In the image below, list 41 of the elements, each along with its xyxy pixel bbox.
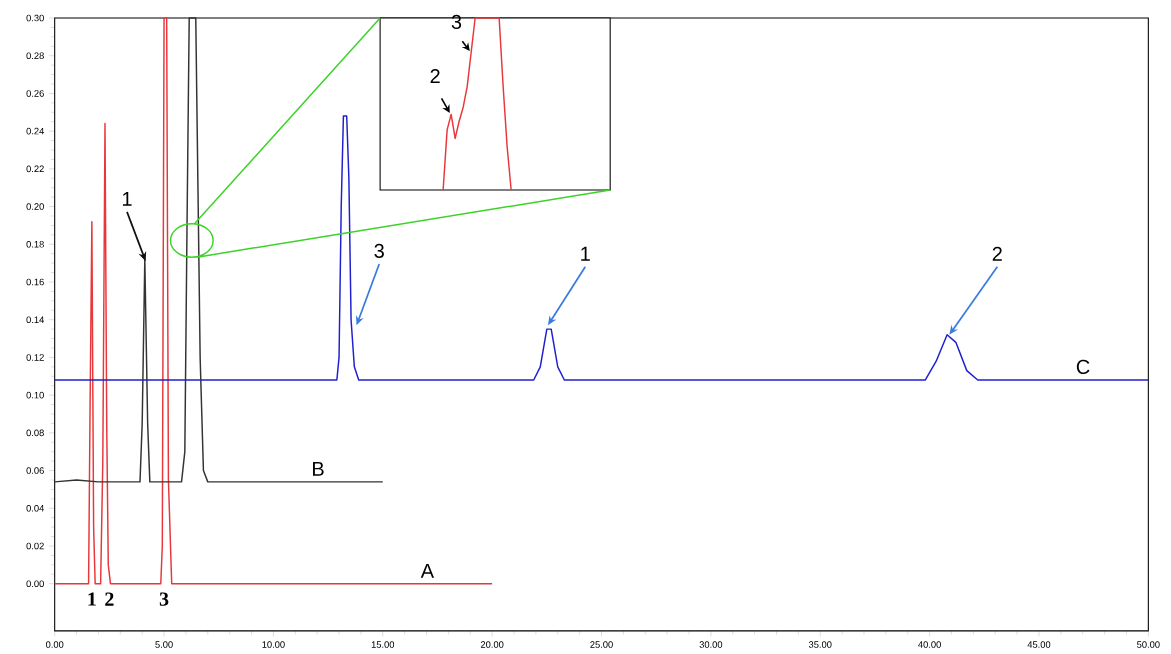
annotation: 3 xyxy=(159,592,169,607)
y-tick-label: 0.14 xyxy=(26,316,44,324)
x-tick-label: 30.00 xyxy=(699,641,723,649)
y-tick-label: 0.06 xyxy=(26,467,44,475)
y-tick-label: 0.12 xyxy=(26,354,44,361)
x-tick-label: 20.00 xyxy=(480,641,504,649)
y-tick-label: 0.00 xyxy=(26,580,44,588)
y-tick-label: 0.16 xyxy=(26,278,44,286)
y-tick-label: 0.08 xyxy=(26,429,44,437)
annotation: 2 xyxy=(105,592,114,606)
annotation: 2 xyxy=(430,69,440,84)
x-tick-label: 0.00 xyxy=(45,641,64,649)
x-tick-label: 40.00 xyxy=(918,641,941,649)
line-series xyxy=(53,115,1150,382)
annotation: 1 xyxy=(122,192,132,207)
y-tick-label: 0.18 xyxy=(26,241,44,248)
line-series xyxy=(53,17,384,483)
y-tick-label: 0.30 xyxy=(26,14,44,22)
x-tick-label: 25.00 xyxy=(590,641,613,649)
series-label: B xyxy=(313,462,324,477)
annotation: 1 xyxy=(581,247,590,261)
y-tick-label: 0.04 xyxy=(26,505,44,512)
annotation: 3 xyxy=(451,15,462,30)
x-tick-label: 15.00 xyxy=(371,641,395,649)
x-tick-label: 35.00 xyxy=(808,641,832,649)
y-tick-label: 0.26 xyxy=(26,90,44,97)
x-tick-label: 45.00 xyxy=(1027,641,1051,649)
annotation: 2 xyxy=(992,246,1002,261)
annotation: 3 xyxy=(374,244,384,259)
x-tick-label: 5.00 xyxy=(155,641,173,649)
annotation: 1 xyxy=(88,592,96,606)
y-tick-label: 0.28 xyxy=(26,52,44,60)
series-label: C xyxy=(1076,360,1090,375)
y-tick-label: 0.10 xyxy=(26,392,44,399)
y-tick-label: 0.20 xyxy=(26,203,44,211)
x-tick-label: 10.00 xyxy=(262,641,285,649)
series-label: A xyxy=(420,564,435,578)
y-tick-label: 0.22 xyxy=(26,165,44,173)
y-tick-label: 0.24 xyxy=(26,128,44,135)
x-tick-label: 50.00 xyxy=(1137,641,1160,649)
y-tick-label: 0.02 xyxy=(26,542,44,550)
